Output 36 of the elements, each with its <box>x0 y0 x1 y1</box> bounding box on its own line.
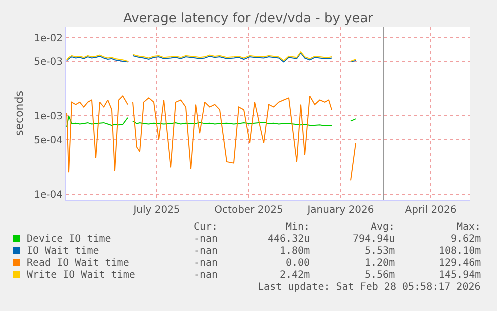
legend-label: Device IO time <box>27 234 112 245</box>
text: 2.42m <box>280 270 310 281</box>
legend-label: IO Wait time <box>27 246 100 257</box>
text: -nan <box>194 234 218 245</box>
text: 5.53m <box>365 246 396 257</box>
legend-label: Write IO Wait time <box>27 270 136 281</box>
text: 145.94m <box>439 270 482 281</box>
y-tick-label: 5e-03 <box>34 57 63 68</box>
text: Last update: Sat Feb 28 05:58:17 2026 <box>258 282 481 293</box>
text: 0.00 <box>286 258 310 269</box>
text: 129.46m <box>439 258 482 269</box>
text: Avg: <box>371 222 396 233</box>
y-tick-label: 1e-04 <box>34 190 63 201</box>
text: -nan <box>194 270 218 281</box>
x-tick-label: July 2025 <box>132 205 180 216</box>
text: 446.32u <box>268 234 310 245</box>
text: Max: <box>457 222 482 233</box>
y-axis-title: seconds <box>12 90 26 136</box>
chart-title: Average latency for /dev/vda - by year <box>123 12 374 27</box>
text: -nan <box>194 258 218 269</box>
y-tick-label: 1e-02 <box>34 33 63 44</box>
text: 1.20m <box>365 258 396 269</box>
x-tick-label: October 2025 <box>214 205 284 216</box>
y-tick-label: 1e-03 <box>34 112 63 123</box>
text: 9.62m <box>451 234 482 245</box>
text: 1.80m <box>280 246 310 257</box>
text: 108.10m <box>439 246 482 257</box>
x-tick-label: January 2026 <box>306 205 374 216</box>
text: 5.56m <box>365 270 396 281</box>
text: Min: <box>286 222 310 233</box>
y-tick-label: 5e-04 <box>34 135 63 146</box>
x-tick-label: April 2026 <box>405 205 457 216</box>
text: 794.94u <box>353 234 396 245</box>
legend-label: Read IO Wait time <box>27 258 130 269</box>
text: -nan <box>194 246 218 257</box>
text: Cur: <box>194 222 218 233</box>
